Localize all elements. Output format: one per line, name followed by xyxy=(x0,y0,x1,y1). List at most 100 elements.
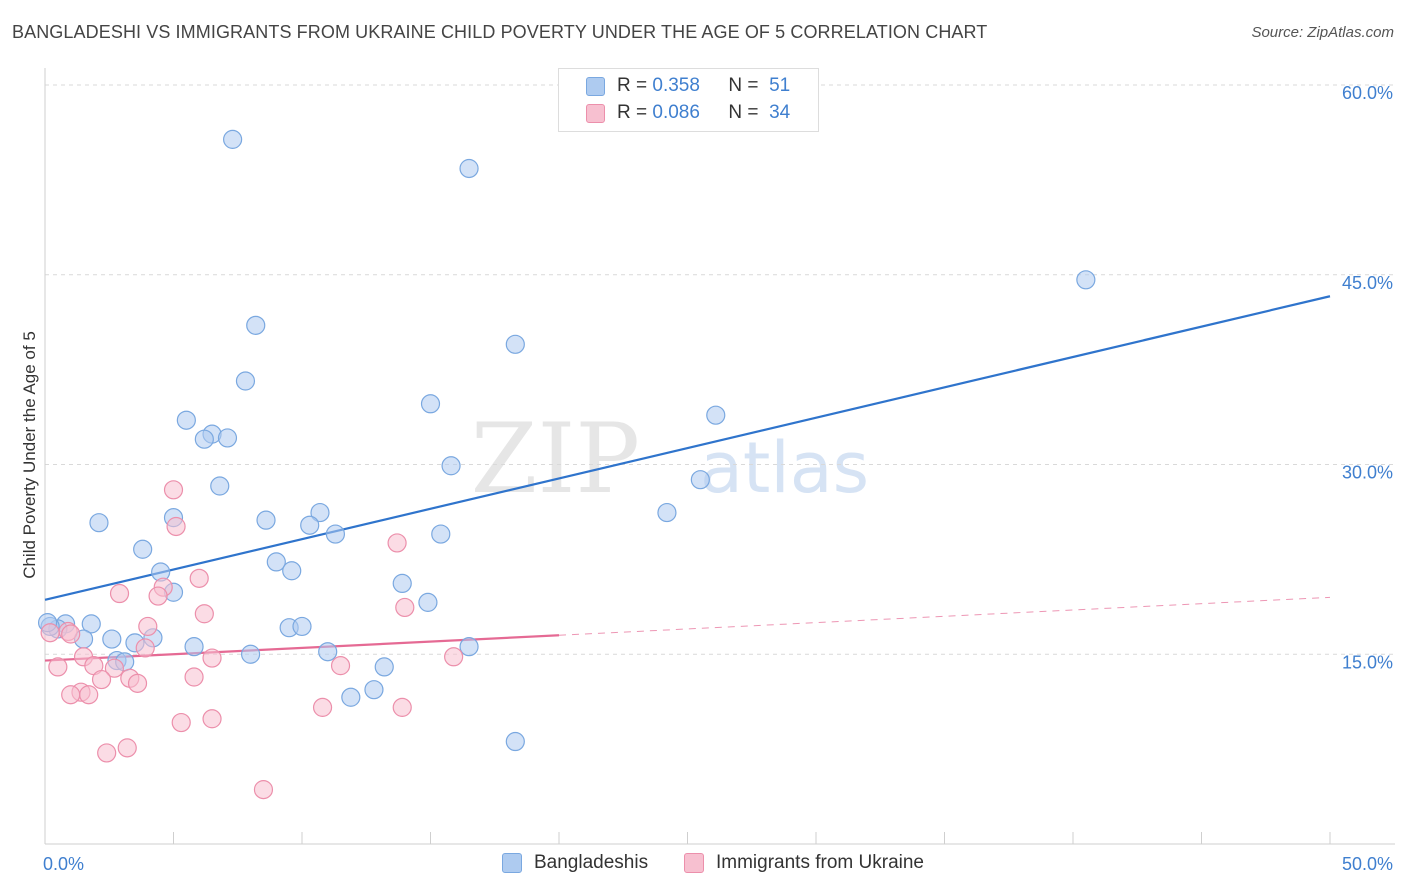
blue-swatch xyxy=(586,76,605,96)
point-bangladeshis xyxy=(325,524,346,544)
tick-labels: 15.0% 30.0% 45.0% 60.0% 0.0% 50.0% xyxy=(43,83,1393,874)
legend-row-ukraine: R = 0.086 N = 34 xyxy=(586,101,790,125)
point-ukraine xyxy=(127,673,148,693)
gridlines xyxy=(45,84,1395,655)
point-ukraine xyxy=(148,586,168,606)
r-value: 0.086 xyxy=(652,102,700,123)
point-bangladeshis xyxy=(223,129,243,149)
point-bangladeshis xyxy=(184,637,204,657)
point-bangladeshis xyxy=(241,644,261,664)
point-ukraine xyxy=(97,743,117,763)
r-value: 0.358 xyxy=(652,75,700,96)
point-ukraine xyxy=(253,780,274,800)
point-bangladeshis xyxy=(459,637,479,657)
point-bangladeshis xyxy=(341,687,361,707)
point-ukraine xyxy=(48,657,68,677)
point-ukraine xyxy=(189,568,209,588)
legend-label: Immigrants from Ukraine xyxy=(716,852,924,873)
point-bangladeshis xyxy=(690,470,710,490)
point-ukraine xyxy=(40,623,60,643)
stats-legend: R = 0.358 N = 51 R = 0.086 N = 34 xyxy=(558,68,819,132)
x-tick-label: 50.0% xyxy=(1342,854,1393,874)
point-ukraine xyxy=(330,656,351,676)
point-ukraine xyxy=(61,685,81,705)
point-bangladeshis xyxy=(133,539,153,559)
point-ukraine xyxy=(166,516,186,537)
point-ukraine xyxy=(387,533,407,553)
pink-swatch xyxy=(586,103,605,123)
point-bangladeshis xyxy=(418,592,438,612)
point-bangladeshis xyxy=(81,614,101,634)
point-ukraine xyxy=(171,712,191,733)
point-bangladeshis xyxy=(300,515,320,535)
x-tick-label: 0.0% xyxy=(43,854,84,874)
point-ukraine xyxy=(104,658,124,678)
point-bangladeshis xyxy=(374,657,394,677)
point-ukraine xyxy=(184,667,204,687)
point-bangladeshis xyxy=(102,629,122,649)
y-tick-label: 60.0% xyxy=(1342,83,1393,103)
point-bangladeshis xyxy=(505,731,525,752)
point-bangladeshis xyxy=(89,513,109,533)
trendline-ukraine-extension xyxy=(558,596,1331,636)
point-bangladeshis xyxy=(310,502,330,523)
point-ukraine xyxy=(395,597,415,618)
trend-lines xyxy=(44,295,1331,662)
point-ukraine xyxy=(202,648,222,668)
watermark: ZIP atlas xyxy=(471,403,869,515)
point-bangladeshis xyxy=(392,573,412,594)
point-ukraine xyxy=(392,697,412,717)
n-value: 51 xyxy=(769,75,791,96)
point-ukraine xyxy=(444,647,464,667)
point-bangladeshis xyxy=(431,524,451,544)
point-bangladeshis xyxy=(210,476,230,496)
point-bangladeshis xyxy=(194,429,214,449)
point-bangladeshis xyxy=(420,394,441,414)
legend-item-bangladeshis: Bangladeshis xyxy=(502,852,648,874)
legend-label: Bangladeshis xyxy=(534,852,649,873)
point-bangladeshis xyxy=(706,405,726,425)
point-ukraine xyxy=(312,697,333,717)
point-bangladeshis xyxy=(441,456,461,476)
watermark-atlas: atlas xyxy=(700,427,869,509)
trendline-bangladeshis xyxy=(44,295,1331,601)
point-bangladeshis xyxy=(176,410,196,430)
point-ukraine xyxy=(109,583,130,604)
point-bangladeshis xyxy=(246,315,266,335)
n-label: N = xyxy=(728,75,759,96)
y-tick-label: 15.0% xyxy=(1342,652,1393,672)
point-ukraine xyxy=(163,480,184,500)
r-label: R = xyxy=(617,102,648,123)
n-label: N = xyxy=(728,102,759,123)
source-label: Source: ZipAtlas.com xyxy=(1251,24,1394,41)
legend-row-bangladeshis: R = 0.358 N = 51 xyxy=(586,74,790,98)
point-bangladeshis xyxy=(1076,270,1096,290)
point-bangladeshis xyxy=(292,616,312,637)
point-bangladeshis xyxy=(266,552,286,572)
point-ukraine xyxy=(135,638,155,658)
point-ukraine xyxy=(79,685,99,705)
point-ukraine xyxy=(202,709,222,729)
point-ukraine xyxy=(117,738,137,758)
legend-item-ukraine: Immigrants from Ukraine xyxy=(684,852,924,874)
axes xyxy=(44,68,1395,845)
y-tick-label: 30.0% xyxy=(1342,463,1393,483)
n-value: 34 xyxy=(769,102,791,123)
r-label: R = xyxy=(617,75,648,96)
watermark-zip: ZIP xyxy=(471,403,640,515)
data-points xyxy=(37,129,1096,800)
chart-title: BANGLADESHI VS IMMIGRANTS FROM UKRAINE C… xyxy=(12,22,988,42)
point-bangladeshis xyxy=(657,502,677,523)
point-ukraine xyxy=(194,604,214,624)
point-ukraine xyxy=(91,669,112,690)
blue-swatch xyxy=(502,853,522,873)
point-bangladeshis xyxy=(318,642,338,662)
point-ukraine xyxy=(61,624,81,644)
point-bangladeshis xyxy=(217,428,238,448)
pink-swatch xyxy=(684,853,704,873)
point-bangladeshis xyxy=(256,510,276,530)
series-legend: Bangladeshis Immigrants from Ukraine xyxy=(0,852,1406,878)
point-ukraine xyxy=(138,616,158,637)
y-tick-label: 45.0% xyxy=(1342,273,1393,293)
